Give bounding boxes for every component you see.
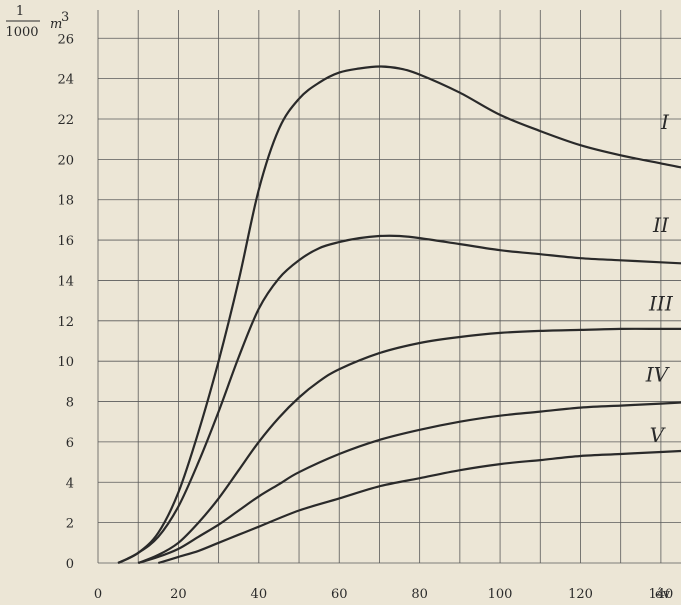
y-tick-label: 22 — [57, 113, 74, 128]
y-tick-label: 4 — [66, 476, 74, 491]
x-tick-labels: 0 20 40 60 80 100 120 140 — [94, 587, 673, 602]
x-tick-label: 60 — [331, 587, 348, 602]
series-line-i — [117, 65, 681, 564]
x-tick-label: 80 — [411, 587, 428, 602]
y-label-exponent: 3 — [61, 10, 69, 25]
y-label-unit: m — [50, 17, 62, 32]
y-tick-label: 2 — [66, 517, 74, 532]
series-group — [117, 65, 681, 565]
y-tick-label: 14 — [57, 274, 74, 289]
series-label-v: V — [650, 423, 667, 447]
y-tick-label: 10 — [57, 355, 74, 370]
y-tick-label: 8 — [66, 396, 74, 411]
series-line-v — [157, 449, 681, 565]
y-tick-label: 12 — [57, 315, 74, 330]
x-tick-label: 20 — [170, 587, 187, 602]
y-label-numerator: 1 — [16, 4, 24, 19]
x-tick-label: 140 — [648, 587, 673, 602]
series-line-iii — [137, 327, 681, 565]
y-tick-label: 20 — [57, 153, 74, 168]
y-tick-label: 24 — [57, 73, 74, 88]
x-tick-label: 100 — [488, 587, 513, 602]
series-line-ii — [117, 234, 681, 564]
series-line-iv — [137, 401, 681, 565]
x-tick-label: 40 — [251, 587, 268, 602]
y-tick-label: 0 — [66, 557, 74, 572]
x-tick-label: 0 — [94, 587, 102, 602]
series-label-i: I — [660, 110, 670, 134]
x-axis-label: év — [655, 587, 671, 602]
y-tick-label: 18 — [57, 194, 74, 209]
x-tick-label: 120 — [568, 587, 593, 602]
y-label-denominator: 1000 — [5, 25, 38, 40]
y-tick-label: 26 — [57, 32, 74, 47]
grid — [97, 10, 681, 564]
series-label-iv: IV — [645, 362, 671, 386]
series-label-iii: III — [648, 292, 674, 316]
y-axis-label: 1 1000 m 3 — [5, 4, 69, 40]
y-tick-label: 16 — [57, 234, 74, 249]
series-label-ii: II — [652, 213, 670, 237]
y-tick-label: 6 — [66, 436, 74, 451]
